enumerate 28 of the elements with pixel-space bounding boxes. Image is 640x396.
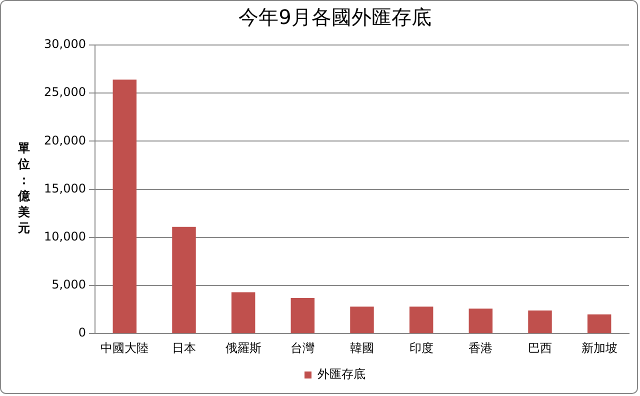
x-tick-label: 俄羅斯: [225, 340, 262, 355]
bar: [528, 310, 552, 334]
x-tick-label: 中國大陸: [100, 340, 149, 355]
x-tick-label: 香港: [468, 340, 493, 355]
x-tick-label: 巴西: [528, 340, 552, 355]
bar: [587, 314, 612, 334]
y-tick-label: 30,000: [44, 37, 86, 52]
chart-title: 今年9月各國外匯存底: [238, 5, 432, 30]
bar: [468, 308, 493, 334]
y-tick-label: 10,000: [44, 230, 86, 244]
bar: [172, 226, 196, 334]
y-tick-label: 20,000: [44, 133, 86, 148]
bar: [350, 306, 374, 334]
x-tick-label: 韓國: [350, 340, 374, 355]
bar: [409, 306, 434, 334]
y-tick-label: 5,000: [52, 278, 86, 292]
x-tick-label: 印度: [409, 340, 434, 355]
legend-label: 外匯存底: [318, 367, 366, 382]
y-tick-label: 15,000: [44, 181, 86, 196]
y-tick-label: 0: [78, 326, 86, 340]
x-tick-label: 新加坡: [581, 340, 618, 355]
bar: [231, 292, 256, 334]
bar: [290, 298, 315, 334]
bar: [112, 80, 137, 334]
y-axis-title: 單位：億美元: [16, 140, 31, 236]
x-tick-label: 台灣: [290, 340, 315, 355]
x-tick-label: 日本: [172, 340, 196, 355]
y-tick-label: 25,000: [44, 85, 86, 100]
